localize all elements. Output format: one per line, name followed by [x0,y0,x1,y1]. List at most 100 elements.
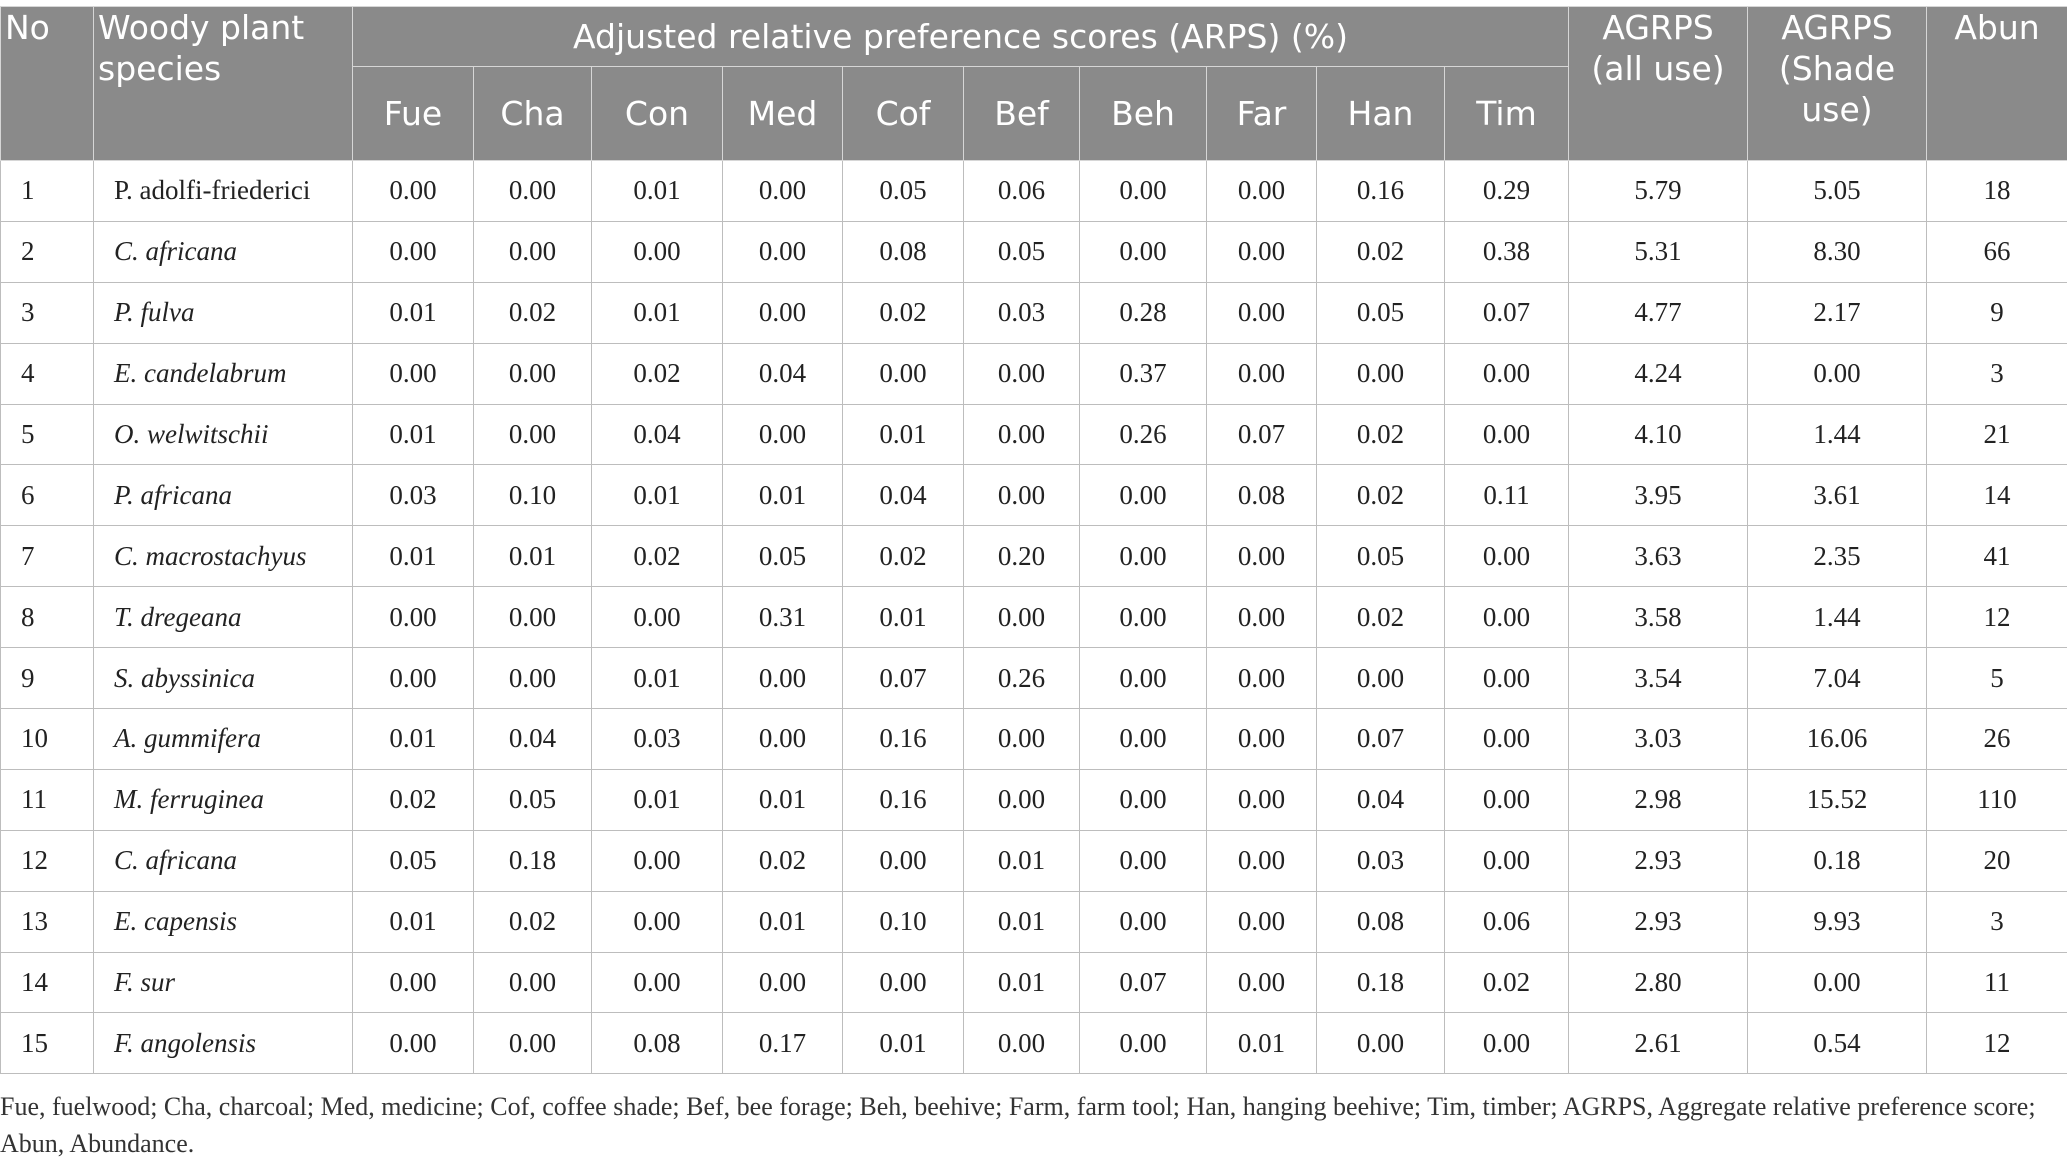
header-no: No [0,6,94,161]
cell-agrps-all: 2.93 [1568,829,1749,892]
cell-score-med: 0.00 [722,160,843,222]
cell-score-med: 0.00 [722,281,843,344]
cell-score-med: 0.17 [722,1012,843,1075]
cell-species: E. capensis [93,890,353,953]
cell-agrps-shade: 7.04 [1747,647,1928,710]
cell-score-con: 0.02 [591,525,723,588]
header-agrps-all: AGRPS (all use) [1568,6,1749,161]
table-row: 14 F. sur 0.00 0.00 0.00 0.00 0.00 0.01 0.07 0.00… [0,951,2067,1014]
cell-agrps-all: 2.98 [1568,768,1749,831]
table-row: 11 M. ferruginea 0.02 0.05 0.01 0.01 0.16 0.00 0… [0,768,2067,831]
cell-score-con: 0.03 [591,708,723,770]
cell-agrps-shade: 5.05 [1747,160,1928,222]
cell-agrps-shade: 15.52 [1747,768,1928,831]
header-arps-group: Adjusted relative preference scores (ARP… [351,6,1570,67]
cell-species: A. gummifera [93,708,353,770]
table-row: 8 T. dregeana 0.00 0.00 0.00 0.31 0.01 0.00 0.00… [0,586,2067,649]
cell-score-tim: 0.02 [1443,951,1570,1014]
cell-no: 12 [0,829,94,892]
cell-abun: 41 [1926,525,2067,588]
cell-no: 1 [0,160,94,222]
cell-no: 6 [0,464,94,527]
cell-no: 2 [0,220,94,283]
cell-score-med: 0.01 [722,768,843,831]
cell-score-tim: 0.00 [1443,525,1570,588]
cell-score-beh: 0.00 [1079,890,1207,953]
header-use-far: Far [1206,66,1317,161]
cell-score-han: 0.05 [1316,281,1445,344]
table-row: 3 P. fulva 0.01 0.02 0.01 0.00 0.02 0.03 0.28 0.0… [0,281,2067,344]
cell-score-han: 0.02 [1316,403,1445,466]
cell-score-bef: 0.00 [963,768,1080,831]
cell-score-tim: 0.00 [1443,647,1570,710]
cell-species: F. sur [93,951,353,1014]
cell-score-bef: 0.00 [963,342,1080,405]
cell-score-tim: 0.11 [1443,464,1570,527]
cell-agrps-shade: 0.00 [1747,951,1928,1014]
cell-score-han: 0.05 [1316,525,1445,588]
cell-agrps-shade: 1.44 [1747,586,1928,649]
cell-score-tim: 0.00 [1443,342,1570,405]
cell-score-far: 0.00 [1206,708,1317,770]
cell-score-cha: 0.02 [473,890,592,953]
cell-score-fue: 0.03 [352,464,474,527]
cell-species: E. candelabrum [93,342,353,405]
header-use-fue: Fue [352,66,474,161]
cell-score-fue: 0.01 [352,890,474,953]
cell-species: C. africana [93,220,353,283]
cell-score-cha: 0.18 [473,829,592,892]
cell-score-med: 0.00 [722,647,843,710]
cell-score-far: 0.00 [1206,768,1317,831]
cell-agrps-all: 4.24 [1568,342,1749,405]
cell-species: C. macrostachyus [93,525,353,588]
cell-no: 11 [0,768,94,831]
cell-score-cof: 0.16 [842,708,964,770]
header-abun: Abun [1926,6,2067,161]
cell-abun: 18 [1926,160,2067,222]
cell-score-beh: 0.07 [1079,951,1207,1014]
header-use-beh: Beh [1079,66,1207,161]
cell-score-bef: 0.26 [963,647,1080,710]
cell-score-fue: 0.01 [352,403,474,466]
header-species: Woody plant species [93,6,353,161]
cell-score-han: 0.02 [1316,220,1445,283]
cell-agrps-all: 3.63 [1568,525,1749,588]
cell-score-cha: 0.00 [473,951,592,1014]
cell-score-med: 0.31 [722,586,843,649]
cell-score-con: 0.01 [591,281,723,344]
cell-abun: 20 [1926,829,2067,892]
cell-score-cof: 0.04 [842,464,964,527]
cell-agrps-all: 3.54 [1568,647,1749,710]
cell-score-beh: 0.00 [1079,220,1207,283]
cell-abun: 14 [1926,464,2067,527]
cell-score-cha: 0.00 [473,160,592,222]
cell-agrps-shade: 0.00 [1747,342,1928,405]
cell-score-cha: 0.00 [473,403,592,466]
cell-score-cof: 0.10 [842,890,964,953]
cell-agrps-shade: 0.18 [1747,829,1928,892]
cell-score-con: 0.00 [591,220,723,283]
cell-score-han: 0.04 [1316,768,1445,831]
cell-score-fue: 0.00 [352,647,474,710]
header-use-bef: Bef [963,66,1080,161]
cell-no: 14 [0,951,94,1014]
cell-score-han: 0.08 [1316,890,1445,953]
cell-score-cha: 0.02 [473,281,592,344]
cell-agrps-all: 3.03 [1568,708,1749,770]
cell-score-fue: 0.00 [352,160,474,222]
cell-score-fue: 0.00 [352,951,474,1014]
cell-agrps-shade: 2.17 [1747,281,1928,344]
cell-score-med: 0.00 [722,220,843,283]
cell-agrps-all: 2.80 [1568,951,1749,1014]
cell-score-fue: 0.01 [352,281,474,344]
cell-agrps-shade: 8.30 [1747,220,1928,283]
cell-abun: 110 [1926,768,2067,831]
cell-score-bef: 0.00 [963,708,1080,770]
cell-score-con: 0.02 [591,342,723,405]
cell-score-far: 0.00 [1206,586,1317,649]
cell-abun: 9 [1926,281,2067,344]
header-use-cha: Cha [473,66,592,161]
cell-score-con: 0.00 [591,586,723,649]
cell-score-cof: 0.01 [842,586,964,649]
cell-score-far: 0.00 [1206,890,1317,953]
